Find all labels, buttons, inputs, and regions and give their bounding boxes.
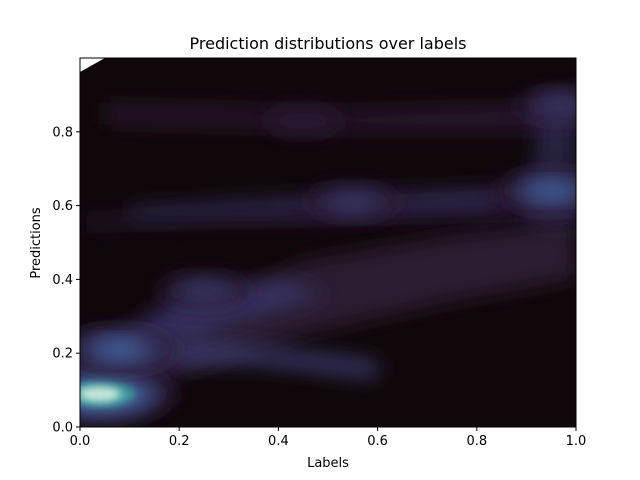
density-mode: [80, 386, 121, 402]
y-tick-label: 0.8: [52, 125, 73, 140]
plot-frame: [79, 57, 577, 428]
y-tick-label: 0.2: [52, 347, 73, 362]
density-mode: [174, 279, 234, 302]
x-tick-label: 1.0: [566, 434, 587, 449]
y-axis: 0.0 0.2 0.4 0.6 0.8: [52, 125, 80, 436]
y-tick-label: 0.0: [52, 421, 73, 436]
density-mode: [526, 181, 576, 200]
y-tick-label: 0.6: [52, 199, 73, 214]
x-tick-label: 0.2: [169, 434, 190, 449]
density-band: [80, 220, 576, 416]
density-mode: [93, 339, 146, 360]
x-tick-label: 0.6: [367, 434, 388, 449]
plot-corner-empty: [80, 58, 105, 72]
density-mode: [323, 191, 383, 213]
y-tick-label: 0.4: [52, 273, 73, 288]
density-layer: [80, 87, 576, 423]
x-tick-label: 0.8: [466, 434, 487, 449]
plot-area: [80, 58, 576, 427]
density-mode: [263, 105, 344, 136]
density-mode: [532, 95, 576, 117]
x-axis-label: Labels: [307, 456, 349, 471]
x-axis: 0.0 0.2 0.4 0.6 0.8 1.0: [70, 427, 587, 449]
x-tick-label: 0.4: [268, 434, 289, 449]
y-axis-label: Predictions: [29, 207, 44, 279]
chart-title: Prediction distributions over labels: [190, 34, 467, 53]
x-tick-label: 0.0: [70, 434, 91, 449]
